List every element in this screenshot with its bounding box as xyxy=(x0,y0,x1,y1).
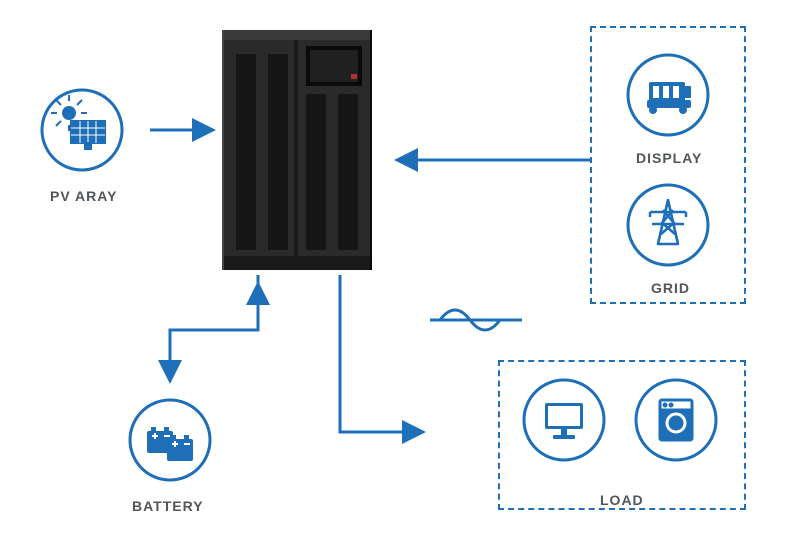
display-label: DISPLAY xyxy=(636,150,702,166)
grid-icon xyxy=(625,182,711,268)
pv-array-icon xyxy=(39,87,125,173)
load-washer-icon xyxy=(633,377,719,463)
sine-wave xyxy=(440,310,500,330)
arrow-cabinet-to-load xyxy=(340,275,420,432)
load-monitor-icon xyxy=(521,377,607,463)
arrow-cabinet-to-battery xyxy=(170,275,258,378)
load-label: LOAD xyxy=(600,492,644,508)
display-icon xyxy=(625,52,711,138)
battery-label: BATTERY xyxy=(132,498,204,514)
arrow-battery-to-cabinet-head xyxy=(170,287,258,330)
pv-array-label: PV ARAY xyxy=(50,188,117,204)
battery-icon xyxy=(127,397,213,483)
grid-label: GRID xyxy=(651,280,690,296)
